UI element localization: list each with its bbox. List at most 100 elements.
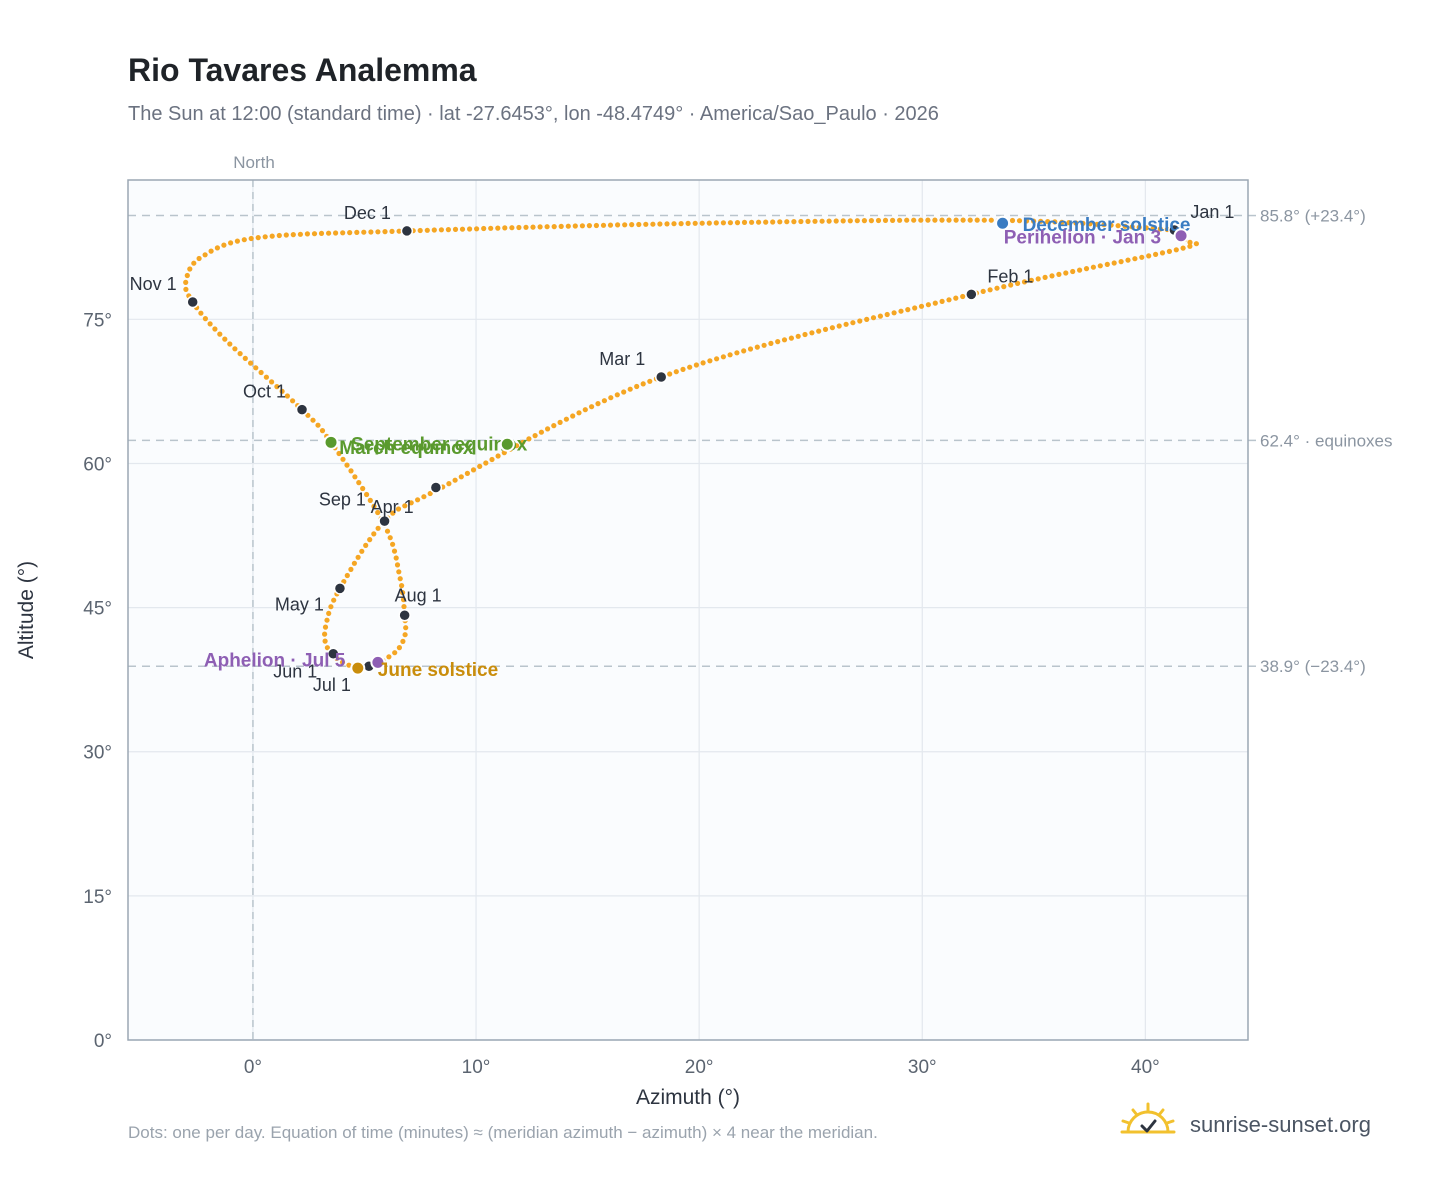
month-label: Aug 1 xyxy=(395,585,442,605)
daily-sun-dot xyxy=(576,410,582,416)
daily-sun-dot xyxy=(864,316,870,322)
event-marker xyxy=(995,215,1011,231)
daily-sun-dot xyxy=(932,217,938,223)
month-label: Mar 1 xyxy=(599,349,645,369)
daily-sun-dot xyxy=(960,217,966,223)
sun-logo-icon xyxy=(1120,1102,1176,1134)
daily-sun-dot xyxy=(693,362,700,368)
event-label: Perihelion · Jan 3 xyxy=(1004,228,1161,249)
daily-sun-dot xyxy=(667,371,673,377)
daily-sun-dot xyxy=(348,468,354,474)
analemma-path xyxy=(183,217,1199,670)
daily-sun-dot xyxy=(1045,219,1051,225)
daily-sun-dot xyxy=(241,237,247,243)
daily-sun-dot xyxy=(326,610,332,617)
daily-sun-dot xyxy=(318,230,325,236)
daily-sun-dot xyxy=(960,293,966,300)
event-marker xyxy=(499,436,515,452)
daily-sun-dot xyxy=(953,217,959,223)
daily-sun-dot xyxy=(367,537,373,543)
daily-sun-dot xyxy=(1063,270,1069,276)
daily-sun-dot xyxy=(340,456,346,462)
event-label: December solstice xyxy=(1023,215,1191,236)
daily-sun-dot xyxy=(551,224,557,230)
daily-sun-dot xyxy=(1146,253,1152,259)
daily-sun-dot xyxy=(279,388,285,394)
daily-sun-dot xyxy=(352,474,358,480)
month-marker xyxy=(333,582,347,595)
daily-sun-dot xyxy=(258,369,264,376)
y-tick-label: 45° xyxy=(83,599,112,620)
month-marker xyxy=(295,403,309,416)
event-marker xyxy=(350,660,366,676)
x-tick-label: 20° xyxy=(685,1057,714,1078)
daily-sun-dot xyxy=(520,439,526,445)
daily-sun-dot xyxy=(400,597,407,603)
daily-sun-dot xyxy=(1080,220,1086,226)
daily-sun-dot xyxy=(183,286,189,292)
daily-sun-dot xyxy=(657,221,663,227)
daily-sun-dot xyxy=(333,230,339,236)
footer-note: Dots: one per day. Equation of time (min… xyxy=(128,1123,878,1142)
x-tick-label: 40° xyxy=(1131,1057,1160,1078)
daily-sun-dot xyxy=(1129,224,1135,230)
daily-sun-dot xyxy=(882,217,889,223)
month-marker xyxy=(378,514,391,528)
daily-sun-dot xyxy=(400,638,406,645)
daily-sun-dot xyxy=(263,374,269,380)
daily-sun-dot xyxy=(1015,280,1021,286)
daily-sun-dot xyxy=(918,303,925,309)
daily-sun-dot xyxy=(452,226,459,232)
daily-sun-dot xyxy=(367,497,373,503)
daily-sun-dot xyxy=(184,272,190,279)
daily-sun-dot xyxy=(459,226,466,232)
daily-sun-dot xyxy=(208,248,214,254)
brand[interactable]: sunrise-sunset.org xyxy=(1120,1102,1390,1146)
daily-sun-dot xyxy=(558,223,564,229)
daily-sun-dot xyxy=(354,229,360,235)
daily-sun-dot xyxy=(1111,260,1117,266)
daily-sun-dot xyxy=(344,462,350,468)
daily-sun-dot xyxy=(253,365,259,371)
daily-sun-dot xyxy=(570,413,576,419)
daily-sun-dot xyxy=(640,381,646,387)
daily-sun-dot xyxy=(714,356,720,362)
daily-sun-dot xyxy=(387,535,393,541)
daily-sun-dot xyxy=(1157,226,1163,232)
daily-sun-dot xyxy=(734,350,740,356)
x-axis-title: Azimuth (°) xyxy=(636,1086,740,1109)
daily-sun-dot xyxy=(355,554,361,560)
daily-sun-dot xyxy=(1056,271,1062,277)
daily-sun-dot xyxy=(445,227,451,233)
daily-sun-dot xyxy=(836,323,842,329)
daily-sun-dot xyxy=(481,225,487,232)
daily-sun-dot xyxy=(898,308,904,314)
event-label: Aphelion · Jul 5 xyxy=(204,650,346,671)
daily-sun-dot xyxy=(516,224,522,231)
daily-sun-dot xyxy=(829,325,836,331)
daily-sun-dot xyxy=(720,354,727,360)
month-label: Jan 1 xyxy=(1190,202,1234,222)
daily-sun-dot xyxy=(551,423,557,429)
daily-sun-dot xyxy=(1143,225,1149,231)
daily-sun-dot xyxy=(214,245,220,251)
daily-sun-dot xyxy=(326,230,332,236)
month-marker xyxy=(186,295,199,309)
daily-sun-dot xyxy=(452,477,458,483)
daily-sun-dot xyxy=(812,218,818,224)
daily-sun-dot xyxy=(283,232,289,238)
daily-sun-dot xyxy=(974,217,980,223)
reference-line-label: 38.9° (−23.4°) xyxy=(1260,657,1366,676)
daily-sun-dot xyxy=(643,221,649,227)
daily-sun-dot xyxy=(1122,223,1128,229)
daily-sun-dot xyxy=(336,450,342,457)
daily-sun-dot xyxy=(854,218,860,224)
daily-sun-dot xyxy=(692,220,698,226)
daily-sun-dot xyxy=(346,662,352,668)
daily-sun-dot xyxy=(741,348,747,354)
daily-sun-dot xyxy=(371,503,377,509)
daily-sun-dot xyxy=(754,344,760,350)
daily-sun-dot xyxy=(847,218,853,224)
daily-sun-dot xyxy=(242,355,248,361)
daily-sun-dot xyxy=(727,220,734,226)
